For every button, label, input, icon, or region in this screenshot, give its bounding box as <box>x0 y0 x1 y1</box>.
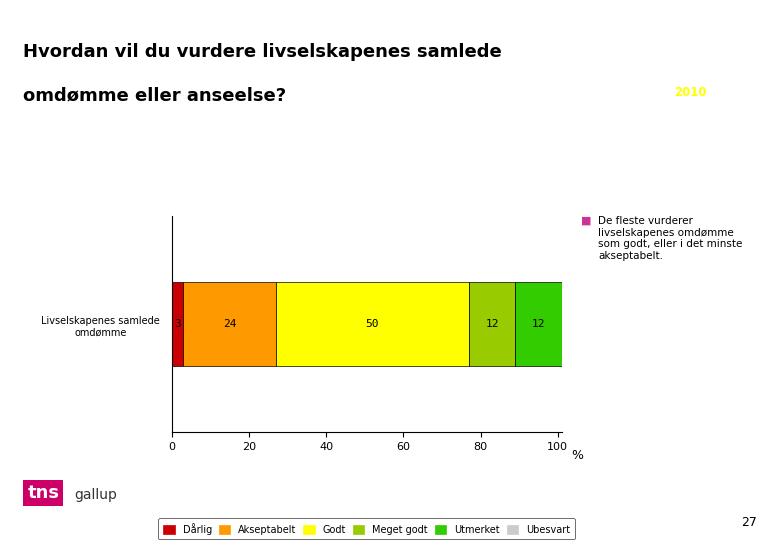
Text: 12: 12 <box>532 319 545 329</box>
Text: 2010: 2010 <box>674 86 707 99</box>
Text: ■: ■ <box>581 216 591 226</box>
Bar <box>183 281 276 367</box>
Text: 27: 27 <box>741 516 757 529</box>
Text: 50: 50 <box>366 319 379 329</box>
Text: 12: 12 <box>485 319 499 329</box>
Text: Finansbarometer: Finansbarometer <box>654 62 726 71</box>
Text: gallup: gallup <box>74 488 117 502</box>
Text: Livselskapenes samlede
omdømme: Livselskapenes samlede omdømme <box>41 316 160 338</box>
Text: omdømme eller anseelse?: omdømme eller anseelse? <box>23 86 286 104</box>
Text: 3: 3 <box>174 319 181 329</box>
X-axis label: %: % <box>571 449 583 462</box>
Bar <box>562 281 566 367</box>
Text: 24: 24 <box>223 319 236 329</box>
Bar <box>516 281 562 367</box>
Text: Norsk: Norsk <box>673 38 707 48</box>
Legend: Dårlig, Akseptabelt, Godt, Meget godt, Utmerket, Ubesvart: Dårlig, Akseptabelt, Godt, Meget godt, U… <box>158 518 575 539</box>
Bar <box>469 281 516 367</box>
Text: Hvordan vil du vurdere livselskapenes samlede: Hvordan vil du vurdere livselskapenes sa… <box>23 43 502 61</box>
Bar <box>276 281 469 367</box>
Text: De fleste vurderer
livselskapenes omdømme
som godt, eller i det minste
akseptabe: De fleste vurderer livselskapenes omdømm… <box>598 216 743 261</box>
Text: tns: tns <box>27 484 59 502</box>
Bar <box>172 281 183 367</box>
